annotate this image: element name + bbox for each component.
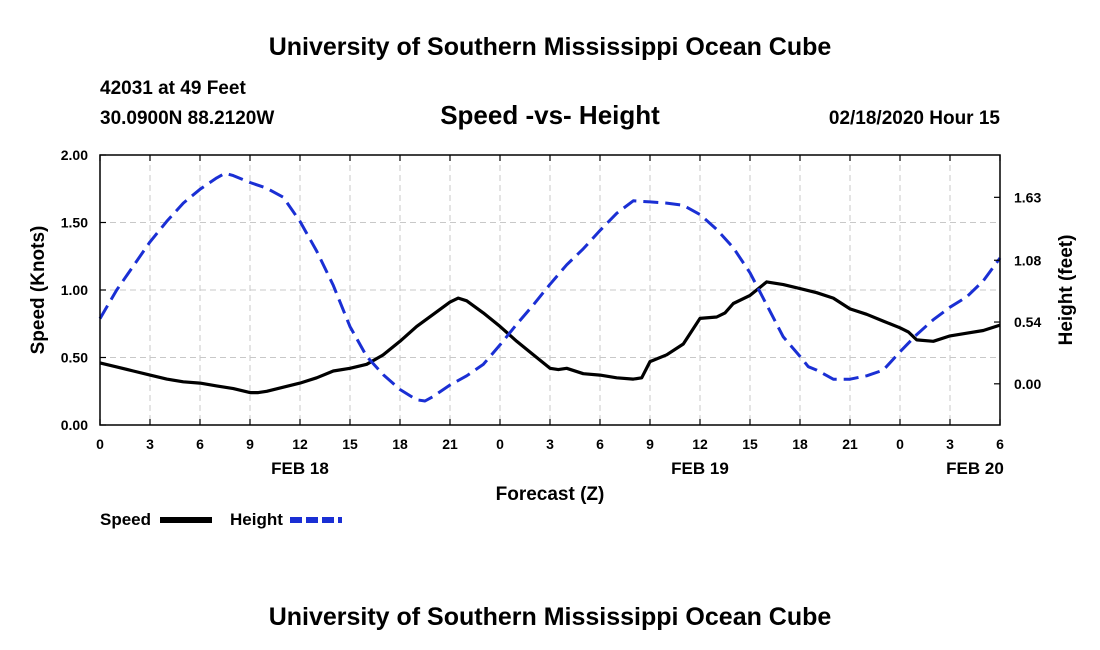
x-tick-label: 12 <box>692 436 708 452</box>
page-title: University of Southern Mississippi Ocean… <box>269 33 832 61</box>
date-label: FEB 18 <box>271 459 329 478</box>
y-axis-label: Speed (Knots) <box>28 226 49 355</box>
y-tick-label: 1.50 <box>61 215 88 231</box>
x-tick-label: 15 <box>742 436 758 452</box>
x-tick-label: 21 <box>842 436 858 452</box>
date-label: FEB 19 <box>671 459 729 478</box>
x-tick-label: 6 <box>196 436 204 452</box>
x-tick-label: 18 <box>392 436 408 452</box>
x-tick-label: 9 <box>246 436 254 452</box>
station-label: 42031 at 49 Feet <box>100 78 246 99</box>
x-tick-label: 6 <box>596 436 604 452</box>
x-tick-label: 6 <box>996 436 1004 452</box>
y2-axis-label: Height (feet) <box>1056 235 1077 346</box>
x-tick-label: 0 <box>496 436 504 452</box>
series-lines <box>98 171 1002 403</box>
y-tick-label: 0.00 <box>61 417 88 433</box>
x-tick-label: 0 <box>896 436 904 452</box>
y-tick-label: 0.50 <box>61 350 88 366</box>
y2-tick-label: 0.00 <box>1014 376 1041 392</box>
x-tick-label: 12 <box>292 436 308 452</box>
y-tick-label: 1.00 <box>61 282 88 298</box>
y2-tick-label: 1.63 <box>1014 189 1041 205</box>
gridlines <box>100 155 1000 425</box>
x-tick-label: 3 <box>146 436 154 452</box>
legend-label-height: Height <box>230 510 283 529</box>
x-tick-label: 21 <box>442 436 458 452</box>
axis-ticks: 0 3 6 9 12 15 18 21 0 3 6 9 12 15 18 21 0 3 6 FEB 18 FEB 19 F… <box>61 147 1042 478</box>
x-tick-label: 9 <box>646 436 654 452</box>
x-tick-label: 3 <box>546 436 554 452</box>
x-axis-label: Forecast (Z) <box>496 484 605 505</box>
legend-label-speed: Speed <box>100 510 151 529</box>
coordinates-label: 30.0900N 88.2120W <box>100 108 274 129</box>
height-series-line <box>98 171 1002 403</box>
legend: Speed Height <box>100 510 342 529</box>
y-tick-label: 2.00 <box>61 147 88 163</box>
x-tick-label: 15 <box>342 436 358 452</box>
y2-tick-label: 1.08 <box>1014 252 1041 268</box>
y2-tick-label: 0.54 <box>1014 314 1041 330</box>
x-tick-label: 0 <box>96 436 104 452</box>
footer-title: University of Southern Mississippi Ocean… <box>269 603 832 631</box>
speed-series-line <box>99 280 1001 395</box>
x-tick-label: 3 <box>946 436 954 452</box>
date-label: FEB 20 <box>946 459 1004 478</box>
x-tick-label: 18 <box>792 436 808 452</box>
forecast-datetime: 02/18/2020 Hour 15 <box>829 108 1001 129</box>
chart-subtitle: Speed -vs- Height <box>440 100 660 130</box>
